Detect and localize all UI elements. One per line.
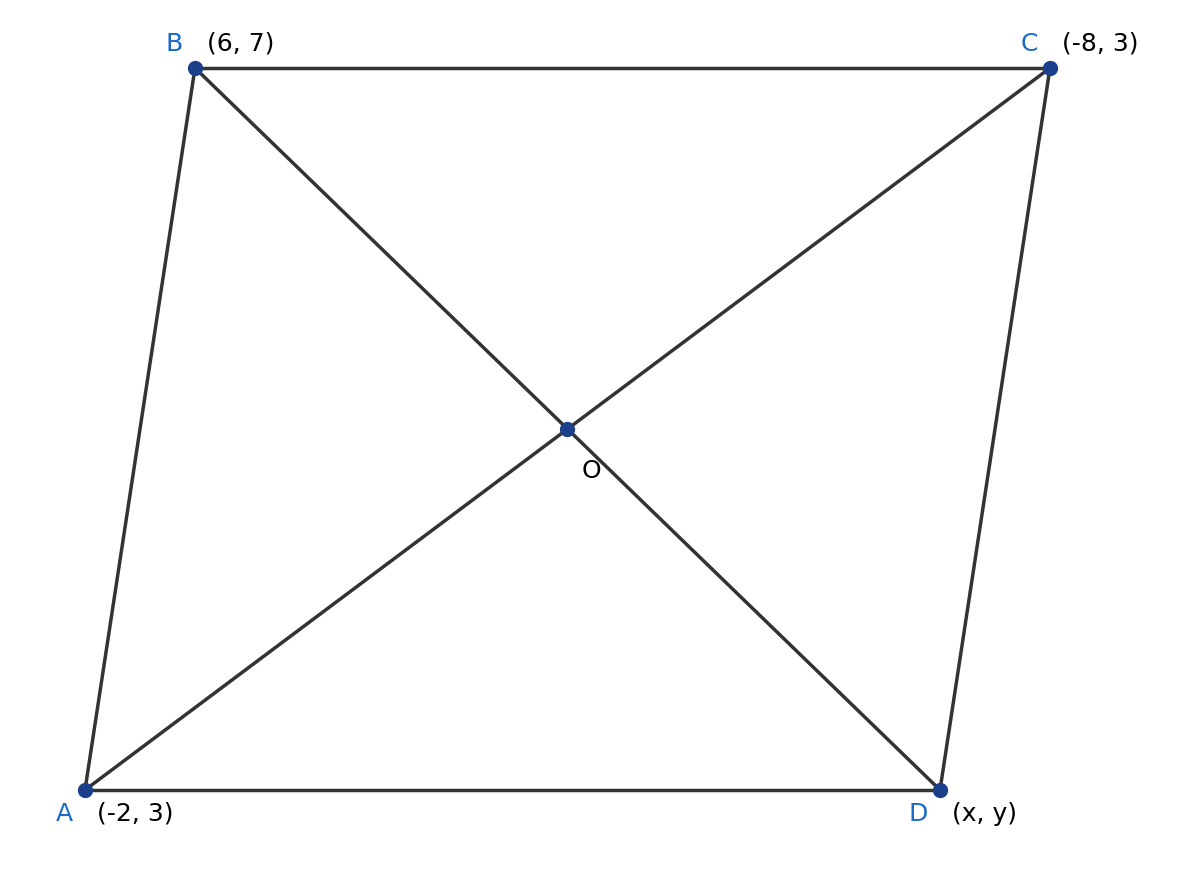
Text: B: B	[166, 32, 182, 56]
Point	[557, 422, 577, 436]
Point	[76, 783, 95, 797]
Text: D: D	[908, 802, 928, 826]
Point	[185, 61, 204, 75]
Text: C: C	[1021, 32, 1038, 56]
Text: (x, y): (x, y)	[952, 802, 1018, 826]
Point	[1040, 61, 1060, 75]
Text: (-8, 3): (-8, 3)	[1062, 32, 1139, 56]
Point	[930, 783, 949, 797]
Text: A: A	[56, 802, 73, 826]
Text: (6, 7): (6, 7)	[208, 32, 275, 56]
Text: O: O	[582, 459, 601, 483]
Text: (-2, 3): (-2, 3)	[97, 802, 174, 826]
